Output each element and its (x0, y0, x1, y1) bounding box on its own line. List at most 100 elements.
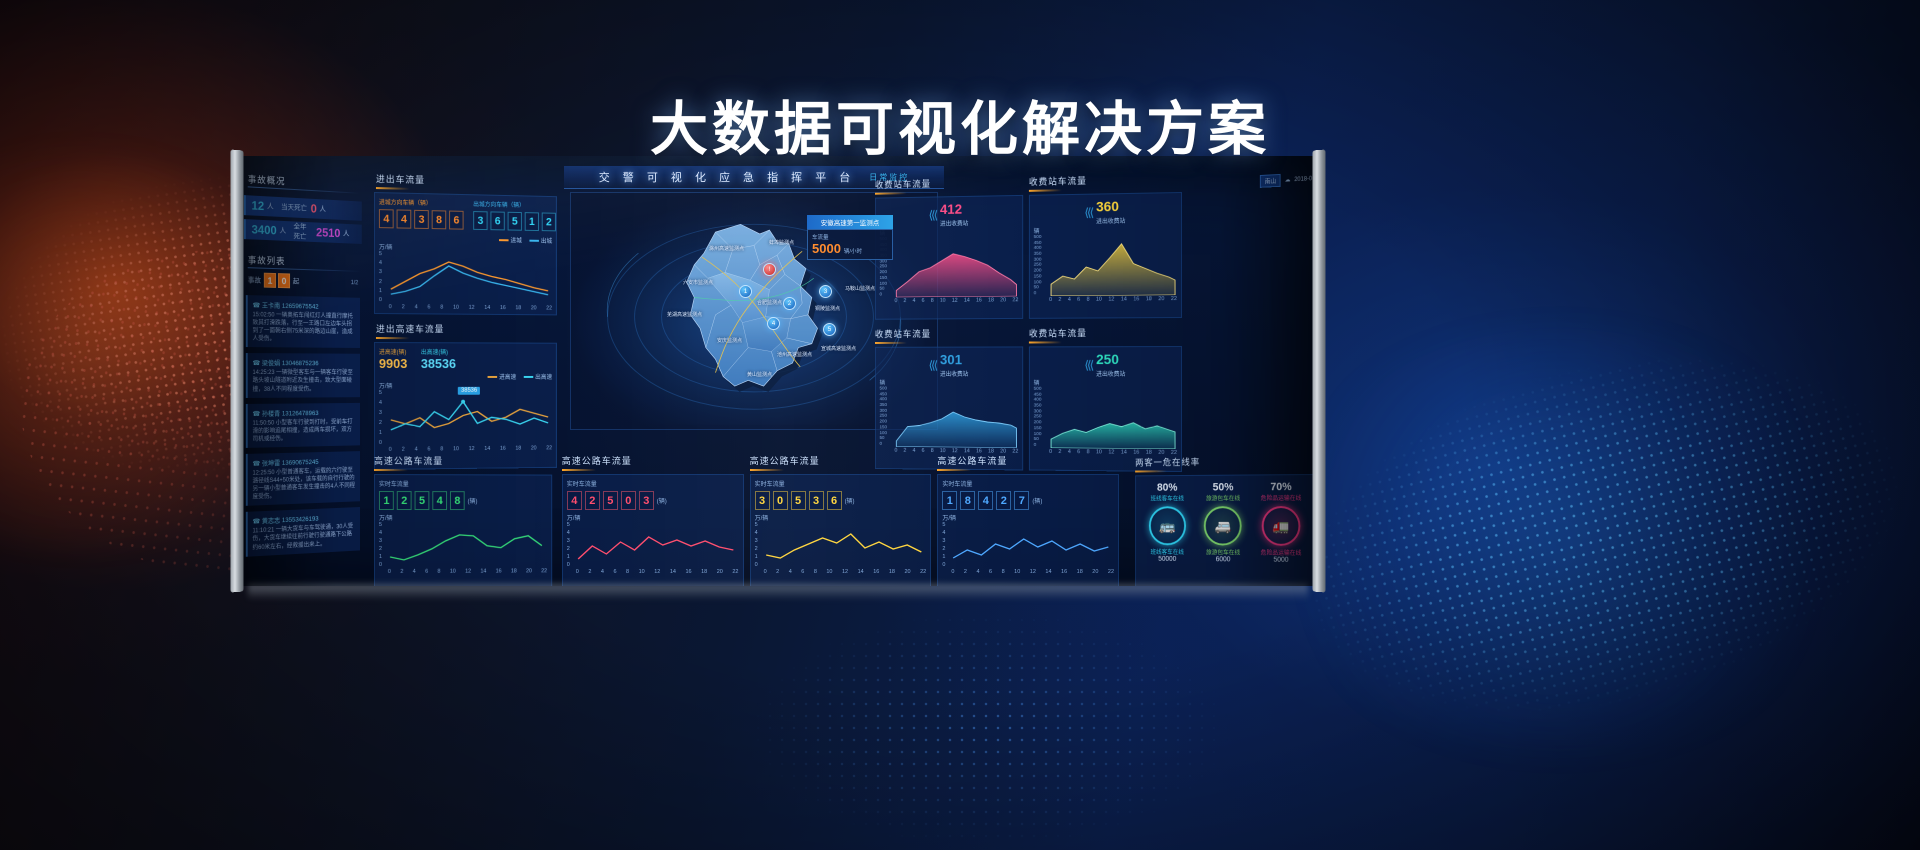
bezel-left (230, 149, 244, 593)
map-city-label: 安庆监测点 (717, 338, 743, 344)
accident-count-row: 事故 1 0 起 1/2 (242, 270, 364, 292)
bottom-row: 高速公路车流量 实时车流量 1 2 5 4 8 (374, 454, 1316, 586)
reporter-icon: ☎ (252, 518, 261, 526)
accident-today-unit: 人 (267, 203, 274, 211)
map-tooltip: 安徽高速第一监测点 车流量 5000 辆/小时 (807, 215, 893, 260)
accident-count-digit: 0 (277, 273, 291, 289)
accident-phone: 13126478963 (281, 409, 319, 418)
map-city-label: 六安市监测点 (683, 280, 714, 286)
highway-flow-xaxis: 0 2 4 6 8 10 12 14 16 18 20 22 (387, 568, 548, 575)
online-rate-pct: 50% (1212, 481, 1234, 494)
highway-flow-unit: (辆) (656, 499, 667, 505)
toll-label: 进出收费站 (939, 221, 969, 228)
map-pin[interactable]: 4 (767, 317, 780, 330)
topbar-right: 南山 ☁ 2018-0 (1187, 170, 1316, 193)
accident-time: 15:02:50 (252, 312, 275, 319)
highway-flow-xaxis: 0 2 4 6 8 10 12 14 16 18 20 22 (763, 569, 927, 575)
highway-flow-sublabel: 实时车流量 (566, 482, 597, 488)
bezel-right (1312, 149, 1326, 593)
accident-time: 14:25:23 (252, 370, 275, 377)
map-city-label: 合肥监测点 (757, 300, 783, 306)
highway-flow-digits: 1 2 5 4 8 (378, 491, 465, 511)
reporter-icon: ☎ (252, 410, 261, 418)
accident-count-digit: 1 (263, 272, 277, 288)
map-pin[interactable]: 5 (823, 323, 836, 336)
highway-flow-title: 高速公路车流量 (561, 454, 744, 471)
toll-station-title: 收费站车流量 (1028, 172, 1182, 192)
toll-station-title: 收费站车流量 (874, 327, 1023, 344)
column-accidents: 事故概况 12 人 当天死亡 0 人 3400 人 全年死亡 (242, 170, 364, 578)
accident-phone: 13553426193 (281, 515, 319, 525)
accident-phone: 13046875236 (281, 360, 319, 368)
accident-year-deaths-unit: 人 (343, 230, 350, 238)
highway-flow-yunit: 万/辆 (378, 516, 393, 522)
toll-value: 412 (939, 200, 963, 217)
online-rate-count: 5000 (1273, 556, 1289, 564)
region-selector[interactable]: 南山 (1260, 173, 1281, 188)
highway-chart-tooltip: 38536 (458, 386, 480, 395)
online-rate-label: 旅游包车在线 (1206, 496, 1241, 503)
online-rate-count: 6000 (1215, 556, 1231, 564)
accident-list-page[interactable]: 1/2 (350, 279, 359, 286)
online-rate-sublabel: 旅游包车在线 (1206, 550, 1241, 557)
highway-flow-sublabel: 实时车流量 (378, 482, 409, 489)
accident-reporter: 黄志志 (261, 517, 281, 526)
accident-phone: 12659675542 (281, 302, 319, 311)
inout-out-block: 出城方向车辆（辆） 3 6 5 1 2 (473, 199, 556, 234)
list-item[interactable]: ☎ 梁俊娟 13046875236 14:25:23 一辆微型客车与一辆客车行驶… (245, 353, 360, 398)
inout-in-block: 进城方向车辆（辆） 4 4 3 8 6 (378, 197, 464, 233)
accident-today-value: 12 (251, 198, 265, 214)
coach-icon: 🚐 (1204, 506, 1243, 546)
map-city-label: 黄山监测点 (747, 372, 773, 378)
page-title: 大数据可视化解决方案 (649, 97, 1270, 162)
highway-flow-digits: 1 8 4 2 7 (942, 491, 1030, 510)
highway-flow-unit: (辆) (467, 499, 478, 506)
highway-flow-panel: 高速公路车流量 实时车流量 4 2 5 0 3 (561, 454, 744, 586)
accident-year-unit: 人 (279, 227, 287, 235)
reporter-icon: ☎ (252, 360, 261, 368)
inout-flow-xaxis: 0 2 4 6 8 10 12 14 16 18 20 22 (388, 304, 553, 312)
map-pin[interactable]: 2 (783, 297, 796, 310)
list-item[interactable]: ☎ 黄志志 13553426193 11:10:21 一辆大货车与车驾驶通，30… (245, 507, 360, 557)
accident-reporter: 梁俊娟 (261, 360, 281, 368)
highway-inout-legend: 进高速 出高速 (379, 372, 552, 381)
online-rate-item: 50% 旅游包车在线 🚐 旅游包车在线 6000 (1204, 481, 1243, 564)
toll-label: 进出收费站 (939, 372, 969, 378)
online-rate-title: 两客一危在线率 (1135, 454, 1316, 473)
list-item[interactable]: ☎ 张坤雷 13690675245 12:25:50 小型普通客车，运载的六行驶… (245, 451, 360, 507)
inout-out-digits: 3 6 5 1 2 (473, 211, 556, 232)
highway-flow-unit: (辆) (844, 499, 855, 505)
highway-flow-unit: (辆) (1032, 499, 1043, 505)
list-item[interactable]: ☎ 王卡南 12659675542 15:02:50 一辆奥拓车闯红灯人撞直行摩… (245, 295, 360, 349)
map-pin-alert[interactable]: ! (763, 263, 776, 276)
accident-time: 11:50:50 (252, 420, 275, 427)
toll-xaxis: 0 2 4 6 8 10 12 14 16 18 20 22 (1049, 296, 1177, 303)
highway-out-value: 38536 (420, 356, 456, 372)
map-city-label: 蚌埠监测点 (769, 240, 795, 246)
accident-list-title: 事故列表 (247, 253, 360, 272)
highway-flow-title: 高速公路车流量 (374, 454, 552, 472)
highway-flow-panel: 高速公路车流量 实时车流量 3 0 5 3 6 (749, 454, 932, 586)
toll-station-title: 收费站车流量 (1028, 326, 1182, 344)
map-pin[interactable]: 3 (819, 285, 832, 298)
accident-list[interactable]: ☎ 王卡南 12659675542 15:02:50 一辆奥拓车闯红灯人撞直行摩… (242, 295, 364, 557)
accident-count-label: 事故 (247, 276, 262, 285)
highway-flow-yunit: 万/辆 (566, 516, 581, 522)
highway-flow-panel: 高速公路车流量 实时车流量 1 2 5 4 8 (374, 454, 552, 586)
wall-base (248, 584, 1308, 600)
list-item[interactable]: ☎ 孙楼青 13126478963 11:50:50 小型客车行驶到打时，受前车… (245, 402, 360, 448)
accident-today-deaths: 0 (310, 201, 317, 216)
map-pin[interactable]: 1 (739, 285, 752, 298)
signal-wave-icon: ⟨⟨⟨ (1084, 205, 1093, 220)
map-city-label: 宣城高速监测点 (821, 346, 857, 352)
highway-in-value: 9903 (378, 356, 408, 372)
accident-today-deaths-unit: 人 (319, 206, 326, 214)
online-rate-count: 50000 (1158, 555, 1177, 563)
